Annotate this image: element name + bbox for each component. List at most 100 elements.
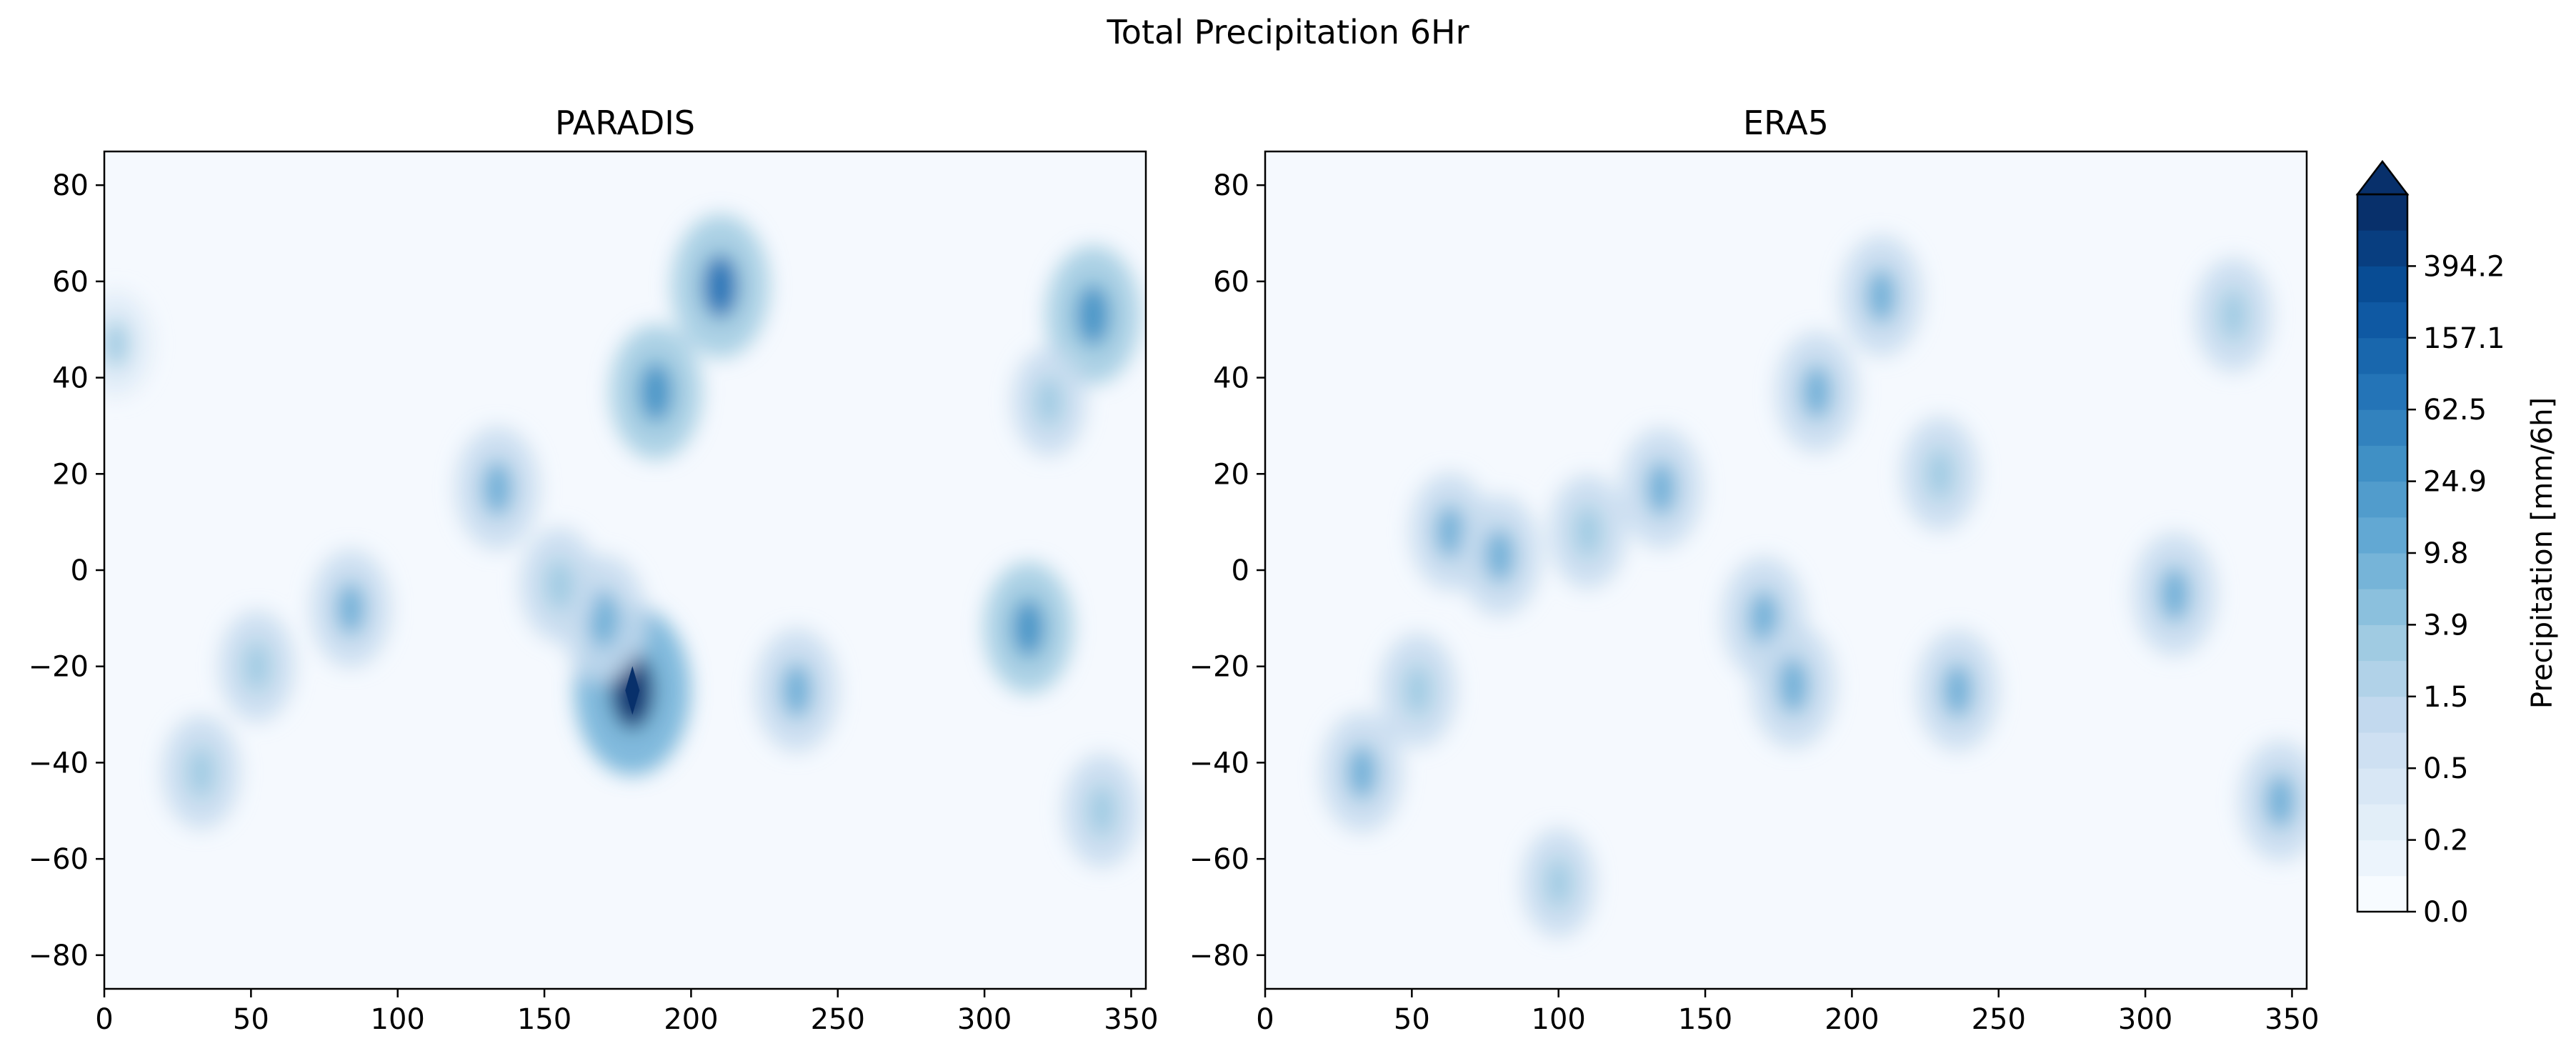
x-tick-label: 250	[1972, 1003, 2026, 1036]
x-tick-label: 100	[1532, 1003, 1586, 1036]
y-tick-label: 40	[52, 362, 89, 395]
colorbar-segment	[2357, 481, 2407, 518]
colorbar-tick-label: 0.2	[2423, 825, 2469, 857]
precip-core	[336, 582, 366, 636]
precip-core	[2265, 773, 2296, 829]
x-tick-label: 350	[2265, 1003, 2319, 1036]
precip-core	[1925, 448, 1955, 500]
precip-core	[1942, 663, 1973, 718]
colorbar-segment	[2357, 624, 2407, 662]
y-tick-label: −60	[29, 843, 89, 876]
y-tick-label: 80	[1213, 169, 1249, 202]
colorbar-segment	[2357, 302, 2407, 339]
precip-core	[781, 662, 812, 719]
colorbar-segment	[2357, 230, 2407, 267]
precip-core	[1777, 657, 1809, 714]
precip-core	[1866, 268, 1897, 324]
precip-core	[1435, 504, 1465, 559]
precip-core	[1012, 598, 1045, 658]
colorbar-segment	[2357, 266, 2407, 303]
y-tick-label: 0	[71, 554, 89, 587]
colorbar-segment	[2357, 194, 2407, 231]
y-tick-label: 20	[52, 458, 89, 491]
colorbar-tick-label: 62.5	[2423, 394, 2487, 427]
colorbar-segment	[2357, 732, 2407, 769]
y-tick-label: 0	[1232, 554, 1249, 587]
precip-core	[104, 319, 129, 369]
precip-core	[1573, 505, 1602, 558]
colorbar-tick-label: 0.5	[2423, 752, 2469, 785]
x-tick-label: 0	[1256, 1003, 1274, 1036]
precip-core	[2159, 566, 2190, 622]
precip-core	[1403, 664, 1432, 717]
y-tick-label: −80	[29, 940, 89, 972]
precip-core	[1075, 284, 1111, 347]
y-tick-label: 40	[1213, 362, 1249, 395]
x-tick-label: 0	[95, 1003, 113, 1036]
colorbar-segment	[2357, 660, 2407, 697]
panel-title: ERA5	[1743, 104, 1829, 142]
colorbar-segment	[2357, 445, 2407, 482]
y-tick-label: −40	[1189, 747, 1249, 779]
x-tick-label: 100	[371, 1003, 425, 1036]
precip-core	[1035, 377, 1063, 427]
precip-core	[702, 254, 739, 319]
y-tick-label: −60	[1189, 843, 1249, 876]
x-tick-label: 250	[811, 1003, 865, 1036]
colorbar-segment	[2357, 804, 2407, 841]
colorbar-segment	[2357, 337, 2407, 374]
precip-core	[1347, 744, 1377, 800]
colorbar-tick-label: 0.0	[2423, 896, 2469, 929]
colorbar-segment	[2357, 409, 2407, 446]
precip-core	[1544, 858, 1572, 908]
precip-core	[2219, 289, 2248, 342]
precip-core	[1087, 784, 1117, 837]
x-tick-label: 200	[664, 1003, 718, 1036]
figure-title: Total Precipitation 6Hr	[1107, 13, 1469, 51]
y-tick-label: −80	[1189, 940, 1249, 972]
y-tick-label: −20	[29, 651, 89, 684]
y-tick-label: 60	[52, 266, 89, 299]
colorbar-segment	[2357, 840, 2407, 877]
colorbar-segment	[2357, 875, 2407, 912]
colorbar-tick-label: 3.9	[2423, 609, 2469, 642]
precip-core	[544, 558, 574, 611]
precip-core	[1646, 461, 1677, 516]
x-tick-label: 300	[957, 1003, 1012, 1036]
colorbar-segment	[2357, 768, 2407, 805]
precip-core	[1802, 364, 1832, 420]
colorbar-segment	[2357, 696, 2407, 733]
precip-peak	[625, 666, 640, 715]
x-tick-label: 150	[1678, 1003, 1732, 1036]
y-tick-label: 80	[52, 169, 89, 202]
y-tick-label: −40	[29, 747, 89, 779]
precip-core	[186, 746, 216, 799]
colorbar-tick-label: 1.5	[2423, 681, 2469, 714]
x-tick-label: 350	[1104, 1003, 1158, 1036]
colorbar-segment	[2357, 589, 2407, 625]
x-tick-label: 150	[517, 1003, 571, 1036]
panel-era5: ERA5 0 50 100 150 200 250 300 350 −80 −60 −40 −20 0 20…	[1189, 104, 2320, 1036]
x-tick-label: 50	[1394, 1003, 1430, 1036]
x-tick-label: 50	[233, 1003, 269, 1036]
panel-title: PARADIS	[555, 104, 695, 142]
y-tick-label: 20	[1213, 458, 1249, 491]
colorbar-tick-label: 24.9	[2423, 466, 2487, 499]
colorbar-tick-label: 9.8	[2423, 537, 2469, 570]
colorbar-label: Precipitation [mm/6h]	[2526, 397, 2559, 709]
colorbar-tick-label: 157.1	[2423, 322, 2505, 355]
x-tick-label: 200	[1824, 1003, 1879, 1036]
colorbar-segment	[2357, 553, 2407, 589]
x-tick-label: 300	[2118, 1003, 2172, 1036]
precip-core	[243, 641, 271, 692]
colorbar-segment	[2357, 517, 2407, 554]
y-tick-label: −20	[1189, 651, 1249, 684]
colorbar: 0.0 0.2 0.5 1.5 3.9 9.8 24.9 62.5 157.1 394.2 Prec…	[2355, 159, 2559, 929]
colorbar-extend-max	[2355, 159, 2410, 196]
precip-core	[1484, 528, 1515, 584]
colorbar-segment	[2357, 374, 2407, 410]
colorbar-tick-label: 394.2	[2423, 250, 2505, 283]
precip-core	[481, 460, 513, 517]
